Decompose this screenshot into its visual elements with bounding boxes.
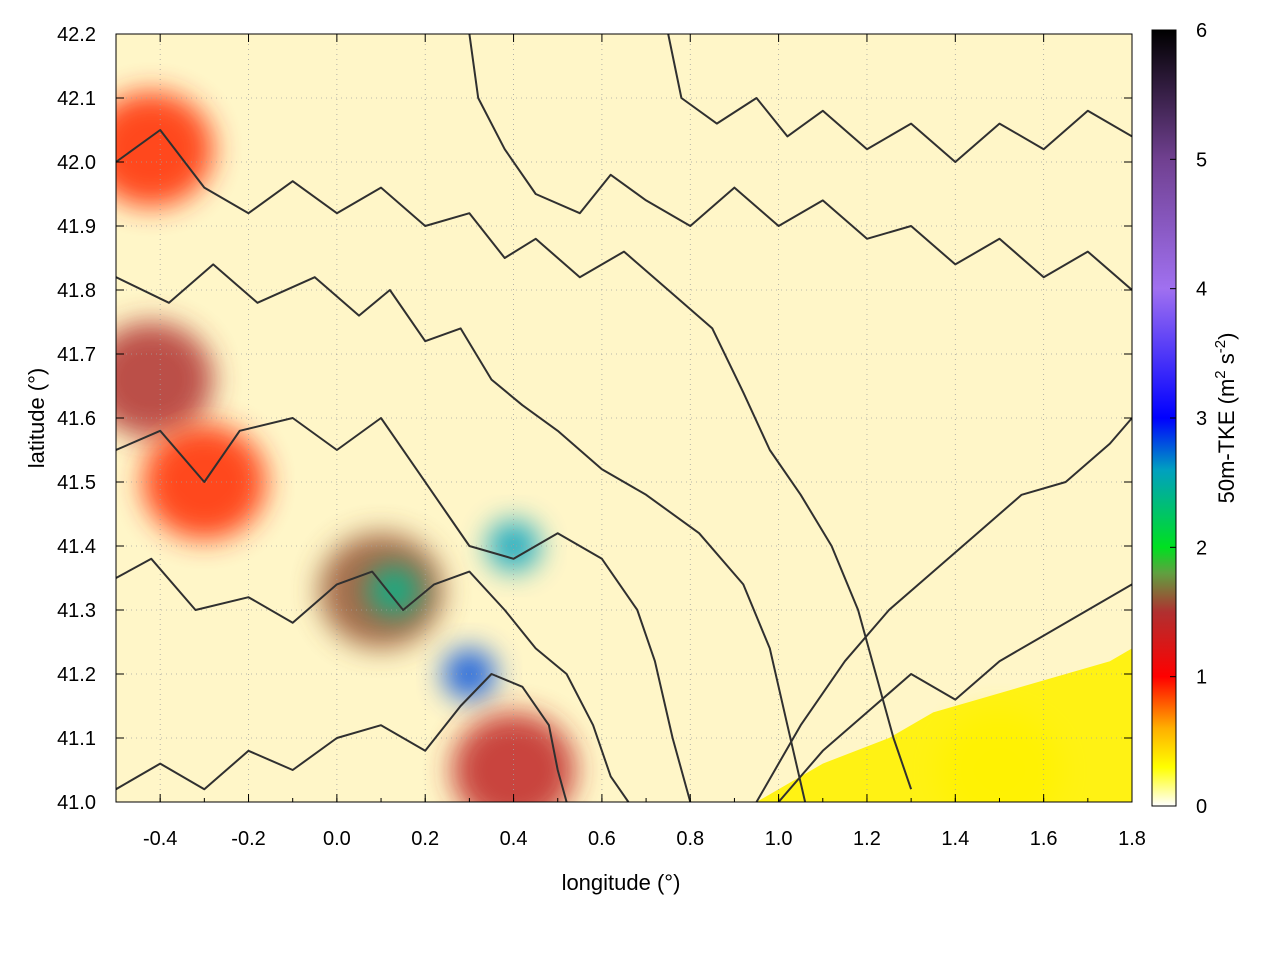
plot-area: [116, 34, 1132, 802]
colorbar-tick-label: 1: [1196, 667, 1207, 689]
x-axis-label: longitude (°): [562, 870, 681, 895]
tke-blob: [487, 520, 541, 572]
y-tick-label: 41.2: [57, 664, 96, 686]
x-tick-label: 0.6: [588, 828, 616, 850]
x-tick-label: 1.8: [1118, 828, 1146, 850]
x-tick-label: 0.8: [676, 828, 704, 850]
tke-blob: [451, 712, 576, 802]
colorbar-tick-label: 5: [1196, 149, 1207, 171]
x-tick-label: 0.0: [323, 828, 351, 850]
colorbar-tick-label: 0: [1196, 796, 1207, 818]
tke-blob: [116, 322, 214, 438]
colorbar-tick-label: 6: [1196, 20, 1207, 42]
terrain-contours: [116, 34, 1132, 802]
y-axis-label: latitude (°): [24, 368, 49, 469]
x-tick-label: -0.4: [143, 828, 177, 850]
grid-lines: [116, 34, 1132, 802]
terrain-contour: [116, 557, 630, 802]
y-tick-label: 41.5: [57, 472, 96, 494]
y-tick-label: 42.2: [57, 24, 96, 46]
x-tick-label: 1.2: [853, 828, 881, 850]
x-tick-label: -0.2: [231, 828, 265, 850]
y-tick-label: 41.4: [57, 536, 96, 558]
y-tick-label: 41.8: [57, 280, 96, 302]
terrain-contour: [116, 417, 692, 802]
y-tick-label: 42.0: [57, 152, 96, 174]
x-axis: -0.4 -0.2 0.0 0.2 0.4 0.6 0.8 1.0 1.2 1.4 1.6 1.8: [115, 34, 1146, 850]
y-tick-label: 41.3: [57, 600, 96, 622]
x-tick-label: 0.2: [411, 828, 439, 850]
colorbar-label: 50m-TKE (m2 s-2): [1212, 333, 1239, 504]
y-tick-label: 41.7: [57, 344, 96, 366]
x-tick-label: 1.4: [941, 828, 969, 850]
x-tick-label: 1.0: [765, 828, 793, 850]
x-tick-label: 0.4: [500, 828, 528, 850]
y-tick-label: 42.1: [57, 88, 96, 110]
terrain-contour: [116, 129, 913, 790]
terrain-contour: [116, 673, 568, 802]
colorbar-ticks: 0 1 2 3 4 5 6: [1170, 20, 1207, 818]
tke-blob: [367, 565, 421, 617]
plot-background: [116, 34, 1132, 802]
colorbar-tick-label: 4: [1196, 279, 1207, 301]
tke-blob: [442, 648, 496, 700]
colorbar-tick-label: 3: [1196, 408, 1207, 430]
y-tick-label: 41.6: [57, 408, 96, 430]
tke-blob: [116, 91, 214, 207]
terrain-contour: [468, 34, 1132, 291]
y-tick-label: 41.1: [57, 728, 96, 750]
y-axis: 41.0 41.1 41.2 41.3 41.4 41.5 41.6 41.7 41.8 41.9…: [57, 24, 1132, 814]
terrain-contour: [777, 583, 1132, 802]
terrain-contour: [755, 417, 1132, 802]
colorbar: 0 1 2 3 4 5 6 50m-TKE (m2 s-2): [1151, 20, 1239, 818]
x-tick-label: 1.6: [1030, 828, 1058, 850]
terrain-contour: [667, 34, 1132, 163]
tke-heatmap: [116, 91, 1132, 802]
y-tick-label: 41.9: [57, 216, 96, 238]
colorbar-tick-label: 2: [1196, 537, 1207, 559]
sea-area: [756, 648, 1132, 802]
terrain-contour: [116, 263, 807, 802]
y-tick-label: 41.0: [57, 792, 96, 814]
